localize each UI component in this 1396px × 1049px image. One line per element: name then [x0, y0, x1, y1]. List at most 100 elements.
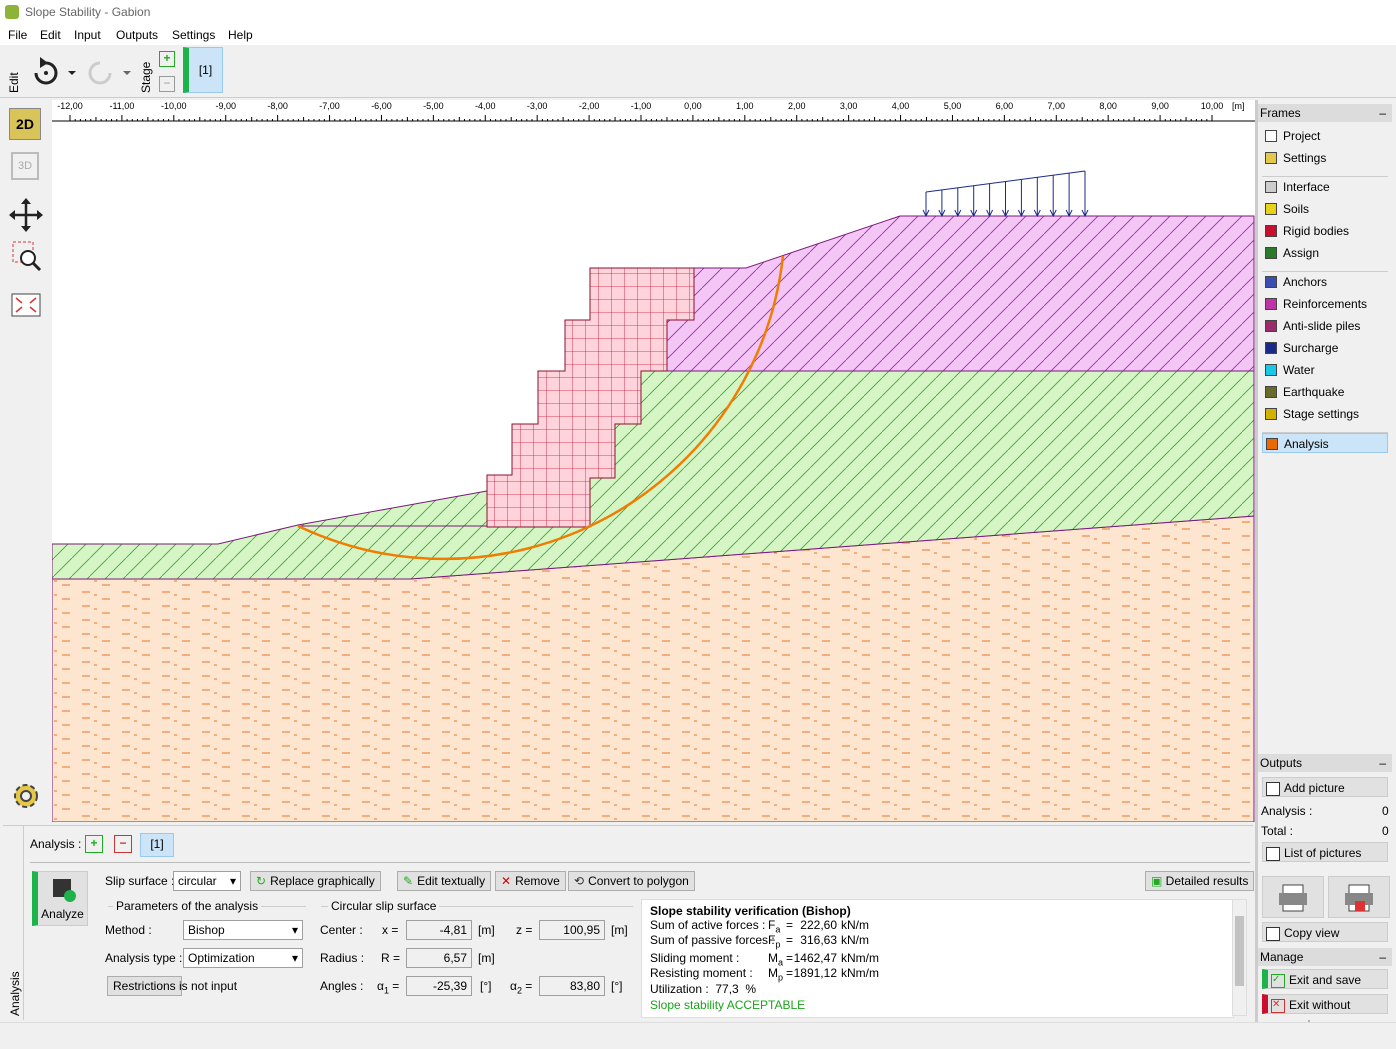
ruler-label: 10,00 — [1201, 101, 1224, 111]
frame-item[interactable]: Soils — [1262, 199, 1388, 219]
stage-label: Stage — [139, 61, 153, 93]
action-button[interactable]: ⟲ Convert to polygon — [568, 871, 695, 891]
x-eq: x = — [382, 923, 399, 937]
ruler-label: -6,00 — [371, 101, 392, 111]
stage-button[interactable]: [1] — [183, 47, 223, 93]
menu-item[interactable]: Help — [228, 28, 253, 42]
frame-icon — [1266, 438, 1278, 450]
frame-icon — [1265, 342, 1277, 354]
result-label: Sum of passive forces : — [650, 933, 775, 947]
menu-item[interactable]: Outputs — [116, 28, 159, 42]
menu-item[interactable]: Input — [74, 28, 101, 42]
frame-item[interactable]: Water — [1262, 360, 1388, 380]
ruler-label: 1,00 — [736, 101, 754, 111]
remove-stage[interactable]: − — [159, 76, 175, 92]
frame-item[interactable]: Reinforcements — [1262, 294, 1388, 314]
frame-label: Reinforcements — [1283, 297, 1368, 311]
analysis-label: Analysis : — [30, 837, 82, 851]
undo-redo[interactable] — [28, 55, 138, 91]
frame-label: Project — [1283, 129, 1321, 143]
menu-item[interactable]: Edit — [40, 28, 61, 42]
results-title: Slope stability verification (Bishop) — [650, 904, 851, 918]
add-stage[interactable]: + — [159, 51, 175, 67]
frame-icon — [1265, 247, 1277, 259]
total-label: Total : — [1261, 824, 1294, 838]
frame-item[interactable]: Interface — [1262, 177, 1388, 197]
copy-view[interactable]: Copy view — [1262, 922, 1388, 942]
model-canvas[interactable]: -12,00 -11,00 -10,00 -9,00 -8,00 -7,00 -6,00 -5… — [52, 100, 1255, 822]
exit-no-save[interactable]: ✕Exit without saving — [1262, 994, 1388, 1032]
x-unit: [m] — [478, 923, 495, 937]
angles-label: Angles : — [320, 979, 364, 993]
results-scrollbar[interactable] — [1232, 899, 1247, 1016]
frame-item[interactable]: Surcharge — [1262, 338, 1388, 358]
total-count: 0 — [1382, 824, 1389, 838]
restrictions-button[interactable]: Restrictions — [107, 976, 182, 996]
slip-select[interactable]: circular ▾ — [173, 871, 241, 891]
add-analysis[interactable]: + — [85, 835, 103, 853]
remove-analysis[interactable]: − — [114, 835, 132, 853]
a1-input[interactable]: -25,39 — [406, 976, 472, 996]
action-button[interactable]: ✎ Edit textually — [397, 871, 492, 891]
radius-label: Radius : — [320, 951, 365, 965]
a2-sub: 2 — [516, 985, 522, 996]
frame-item[interactable]: Analysis — [1262, 433, 1388, 453]
frame-item[interactable]: Assign — [1262, 243, 1388, 263]
manage-title: Manage — [1260, 950, 1304, 964]
frame-icon — [1265, 130, 1277, 142]
method-select[interactable]: Bishop ▾ — [183, 920, 303, 940]
frame-item[interactable]: Rigid bodies — [1262, 221, 1388, 241]
left-toolbar: 2D 3D — [0, 100, 50, 822]
verdict: Slope stability ACCEPTABLE — [650, 998, 806, 1012]
frame-item[interactable]: Anti-slide piles — [1262, 316, 1388, 336]
symbol: M — [768, 951, 778, 965]
button-label: Replace graphically — [270, 874, 375, 888]
print-preview-button[interactable] — [1328, 876, 1390, 918]
r-unit: [m] — [478, 951, 495, 965]
button-icon: ↻ — [256, 874, 267, 888]
frame-item[interactable]: Stage settings — [1262, 404, 1388, 424]
button-icon: ✕ — [501, 874, 512, 888]
menu-item[interactable]: Settings — [172, 28, 216, 42]
settings-gear[interactable] — [10, 780, 42, 812]
view-3d[interactable]: 3D — [11, 152, 39, 180]
frame-item[interactable]: Settings — [1262, 148, 1388, 168]
result-value: 1462,47 — [793, 951, 837, 965]
type-select[interactable]: Optimization ▾ — [183, 948, 303, 968]
view-2d[interactable]: 2D — [9, 108, 41, 140]
view-tools[interactable] — [8, 198, 44, 418]
frame-item[interactable]: Anchors — [1262, 272, 1388, 292]
circle-title: Circular slip surface — [328, 899, 440, 913]
surcharge-arrow — [1017, 179, 1025, 218]
action-button[interactable]: ✕ Remove — [495, 871, 566, 891]
result-symbol: Mp — [768, 966, 783, 982]
detailed-text: Detailed results — [1165, 874, 1249, 888]
toolbar: Edit Stage + − [1] — [0, 45, 1396, 98]
action-button[interactable]: ↻ Replace graphically — [250, 871, 381, 891]
symbol-sub: p — [775, 939, 781, 950]
frame-item[interactable]: Earthquake — [1262, 382, 1388, 402]
slip-value: circular — [178, 874, 217, 888]
symbol-sub: p — [778, 972, 784, 983]
result-label: Sum of active forces : — [650, 918, 766, 932]
detailed-results[interactable]: ▣ Detailed results — [1145, 871, 1255, 891]
x-input[interactable]: -4,81 — [406, 920, 472, 940]
frame-item[interactable]: Project — [1262, 126, 1388, 146]
a2-input[interactable]: 83,80 — [539, 976, 605, 996]
print-button[interactable] — [1262, 876, 1324, 918]
a2-label: α2 = — [510, 979, 532, 995]
result-label: Resisting moment : — [650, 966, 753, 980]
analysis-stage[interactable]: [1] — [140, 833, 174, 857]
menu-item[interactable]: File — [8, 28, 28, 42]
ruler-label: 6,00 — [996, 101, 1014, 111]
symbol: F — [768, 918, 776, 932]
exit-save[interactable]: ✓ Exit and save — [1262, 969, 1388, 989]
r-input[interactable]: 6,57 — [406, 948, 472, 968]
analyze-button[interactable]: Analyze — [32, 871, 88, 926]
z-input[interactable]: 100,95 — [539, 920, 605, 940]
add-picture[interactable]: Add picture — [1262, 777, 1388, 797]
outputs-title: Outputs — [1260, 756, 1303, 770]
frame-icon — [1265, 298, 1277, 310]
list-of-pictures[interactable]: List of pictures — [1262, 842, 1388, 862]
utilization: Utilization : 77,3 % — [650, 982, 757, 996]
